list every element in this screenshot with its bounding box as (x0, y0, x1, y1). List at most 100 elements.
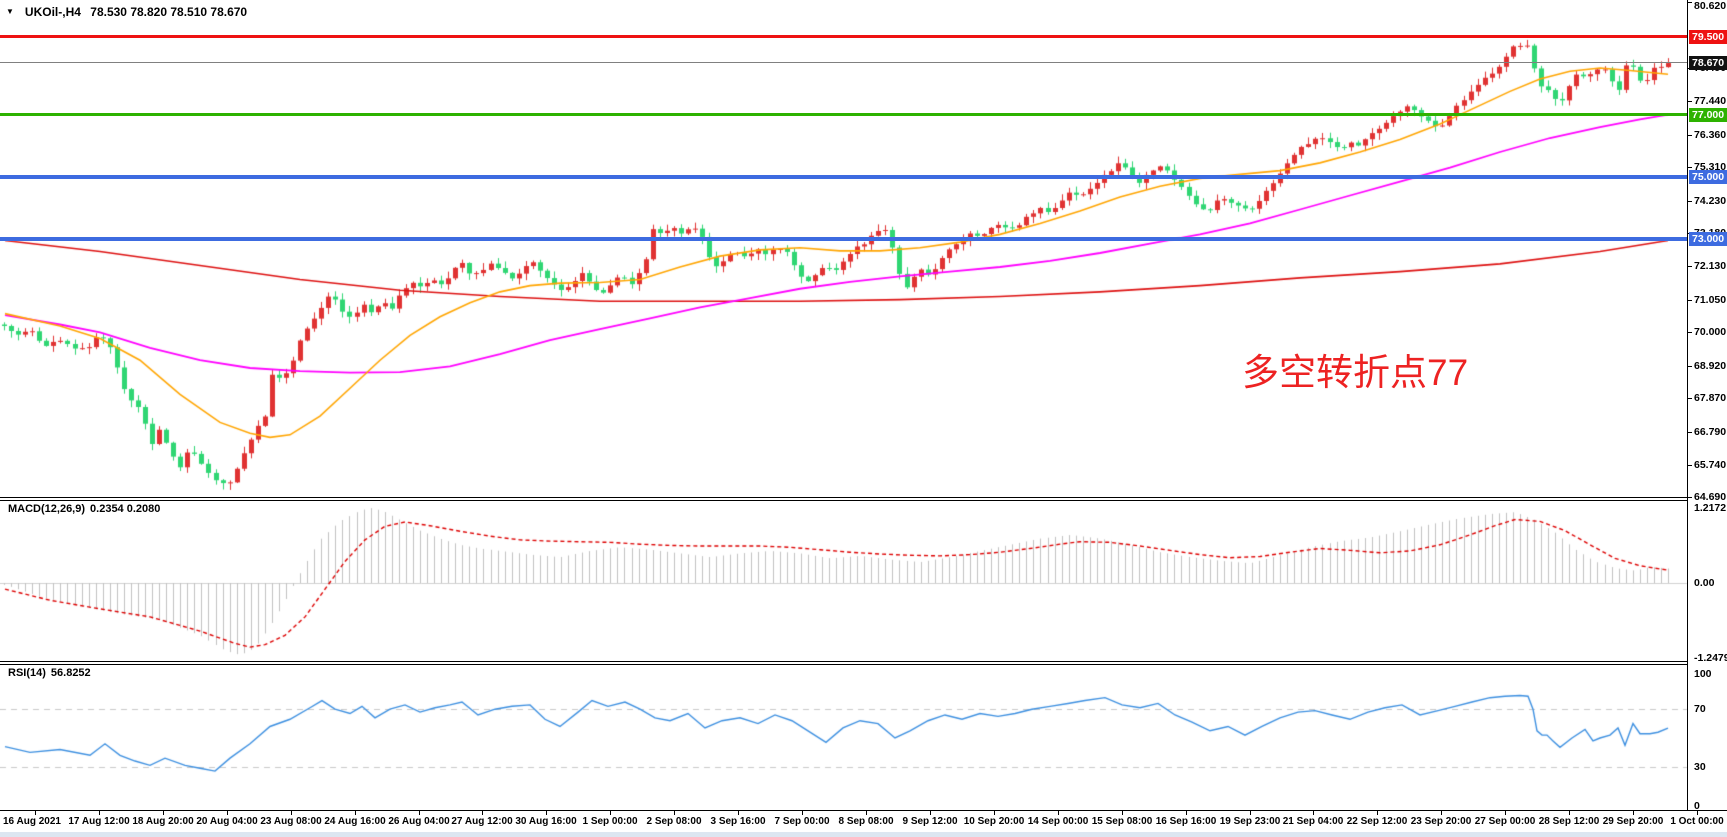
time-axis-label: 10 Sep 20:00 (963, 816, 1025, 827)
price-axis-label: 76.360 (1694, 129, 1727, 141)
collapse-caret-icon[interactable]: ▼ (6, 7, 14, 16)
time-tick-mark (1505, 811, 1506, 815)
price-tick-mark (1688, 167, 1692, 168)
time-tick-mark (1058, 811, 1059, 815)
macd-axis-label: 1.2172 (1694, 502, 1727, 514)
time-axis-label: 7 Sep 00:00 (774, 816, 830, 827)
annotation-text[interactable]: 多空转折点77 (1242, 352, 1469, 393)
time-tick-mark (1441, 811, 1442, 815)
rsi-axis-label: 30 (1694, 761, 1706, 773)
support-line-73000[interactable] (0, 237, 1687, 241)
time-tick-mark (610, 811, 611, 815)
time-tick-mark (802, 811, 803, 815)
time-tick-mark (1313, 811, 1314, 815)
time-tick-mark (994, 811, 995, 815)
rsi-axis-label: 100 (1694, 668, 1712, 680)
time-axis-label: 28 Sep 12:00 (1538, 816, 1600, 827)
time-axis-label: 1 Sep 00:00 (582, 816, 638, 827)
time-axis-label: 26 Aug 04:00 (388, 816, 450, 827)
price-tick-mark (1688, 266, 1692, 267)
symbol-title: ▼ UKOil-,H4 78.530 78.820 78.510 78.670 (6, 5, 247, 19)
price-tick-mark (1688, 101, 1692, 102)
time-tick-mark (866, 811, 867, 815)
time-tick-mark (1697, 811, 1698, 815)
horizontal-scrollbar[interactable] (0, 832, 1727, 837)
support-line-75000[interactable] (0, 175, 1687, 179)
price-tick-mark (1688, 398, 1692, 399)
time-tick-mark (546, 811, 547, 815)
price-axis-label: 70.000 (1694, 326, 1727, 338)
time-tick-mark (227, 811, 228, 815)
time-tick-mark (1377, 811, 1378, 815)
time-tick-mark (738, 811, 739, 815)
rsi-name: RSI(14) (8, 667, 46, 679)
current-price-line[interactable] (0, 62, 1687, 63)
price-axis-label: 68.920 (1694, 360, 1727, 372)
price-badge-79.500: 79.500 (1689, 30, 1727, 44)
time-axis-label: 23 Aug 08:00 (260, 816, 322, 827)
time-tick-mark (163, 811, 164, 815)
time-tick-mark (930, 811, 931, 815)
price-tick-mark (1688, 201, 1692, 202)
price-tick-mark (1688, 366, 1692, 367)
time-axis-label: 24 Aug 16:00 (324, 816, 386, 827)
price-tick-mark (1688, 432, 1692, 433)
panel-separator-macd[interactable] (0, 497, 1727, 501)
price-axis-label: 65.740 (1694, 459, 1727, 471)
price-axis-label: 64.690 (1694, 491, 1727, 503)
time-axis-label: 2 Sep 08:00 (646, 816, 702, 827)
time-axis-label: 19 Sep 23:00 (1219, 816, 1281, 827)
rsi-axis-label: 0 (1694, 800, 1700, 812)
price-axis-label: 77.440 (1694, 95, 1727, 107)
price-axis-label: 74.230 (1694, 195, 1727, 207)
price-tick-mark (1688, 332, 1692, 333)
time-axis-label: 17 Aug 12:00 (68, 816, 130, 827)
price-tick-mark (1688, 300, 1692, 301)
price-axis[interactable]: 80.62078.49077.44076.36075.31074.23073.1… (1687, 0, 1727, 812)
time-tick-mark (35, 811, 36, 815)
price-axis-label: 72.130 (1694, 260, 1727, 272)
price-axis-label: 67.870 (1694, 392, 1727, 404)
macd-label: MACD(12,26,9) 0.2354 0.2080 (8, 503, 160, 515)
price-tick-mark (1688, 497, 1692, 498)
rsi-axis-label: 70 (1694, 703, 1706, 715)
price-axis-label: 66.790 (1694, 426, 1727, 438)
rsi-value: 56.8252 (50, 667, 91, 679)
symbol-name: UKOil-,H4 (24, 5, 81, 19)
panel-separator-rsi[interactable] (0, 661, 1727, 665)
time-axis-label: 16 Aug 2021 (3, 816, 61, 827)
time-axis-label: 21 Sep 04:00 (1282, 816, 1344, 827)
support-line-77000[interactable] (0, 113, 1687, 116)
price-badge-75.000: 75.000 (1689, 170, 1727, 184)
time-tick-mark (355, 811, 356, 815)
price-tick-mark (1688, 2, 1692, 3)
resistance-line-79500[interactable] (0, 35, 1687, 38)
macd-name: MACD(12,26,9) (8, 503, 86, 515)
time-axis-label: 15 Sep 08:00 (1091, 816, 1153, 827)
macd-values: 0.2354 0.2080 (90, 503, 161, 515)
time-tick-mark (1633, 811, 1634, 815)
time-axis-label: 27 Aug 12:00 (451, 816, 513, 827)
macd-axis-label: -1.2479 (1694, 652, 1727, 664)
time-tick-mark (1186, 811, 1187, 815)
time-tick-mark (1250, 811, 1251, 815)
time-tick-mark (291, 811, 292, 815)
time-tick-mark (419, 811, 420, 815)
time-tick-mark (1122, 811, 1123, 815)
rsi-label: RSI(14) 56.8252 (8, 667, 91, 679)
price-badge-73.000: 73.000 (1689, 232, 1727, 246)
time-axis-label: 14 Sep 00:00 (1027, 816, 1089, 827)
time-tick-mark (482, 811, 483, 815)
time-axis-label: 3 Sep 16:00 (710, 816, 766, 827)
time-tick-mark (674, 811, 675, 815)
time-axis[interactable]: 16 Aug 2021 17 Aug 12:00 18 Aug 20:00 20 Au… (0, 810, 1727, 832)
macd-axis-label: 0.00 (1694, 577, 1715, 589)
time-axis-label: 16 Sep 16:00 (1155, 816, 1217, 827)
symbol-ohlc: 78.530 78.820 78.510 78.670 (90, 5, 248, 19)
time-axis-label: 23 Sep 20:00 (1410, 816, 1472, 827)
time-axis-label: 8 Sep 08:00 (838, 816, 894, 827)
time-axis-label: 29 Sep 20:00 (1602, 816, 1664, 827)
